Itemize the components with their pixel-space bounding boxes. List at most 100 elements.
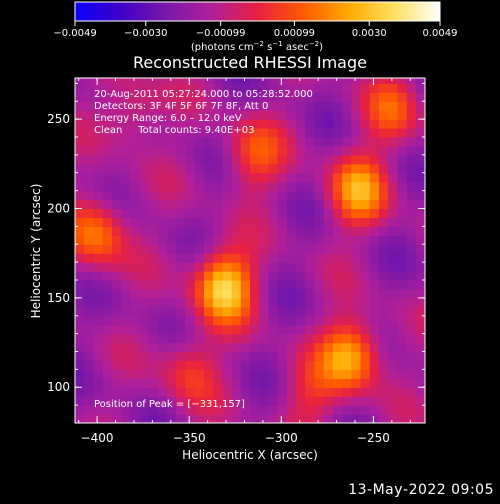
heatmap-cell [93, 405, 104, 415]
heatmap-cell [203, 163, 214, 174]
heatmap-cell [286, 253, 297, 263]
heatmap-cell [351, 172, 362, 183]
heatmap-cell [84, 235, 95, 245]
heatmap-cell [397, 235, 408, 245]
heatmap-cell [157, 333, 168, 344]
heatmap-cell [250, 333, 260, 344]
heatmap-cell [360, 208, 371, 219]
heatmap-cell [111, 145, 122, 156]
heatmap-cell [360, 324, 371, 335]
heatmap-cell [388, 128, 398, 138]
heatmap-cell [332, 226, 343, 236]
heatmap-cell [406, 78, 417, 84]
heatmap-cell [351, 145, 362, 156]
heatmap-cell [415, 128, 425, 138]
heatmap-cell [176, 351, 187, 362]
heatmap-cell [268, 262, 279, 272]
heatmap-cell [167, 387, 177, 397]
heatmap-cell [194, 92, 205, 102]
heatmap-cell [75, 315, 85, 326]
heatmap-cell [296, 172, 306, 183]
heatmap-cell [148, 235, 159, 245]
heatmap-cell [314, 315, 325, 326]
heatmap-cell [93, 342, 104, 353]
heatmap-cell [102, 163, 113, 174]
heatmap-cell [102, 101, 113, 111]
heatmap-cell [139, 387, 150, 397]
heatmap-cell [121, 333, 131, 344]
x-axis: −400 −350 −300 −250 [78, 78, 411, 445]
heatmap-cell [259, 145, 270, 156]
heatmap-cell [250, 244, 260, 254]
heatmap-cell [277, 306, 288, 317]
heatmap-cell [342, 342, 352, 353]
heatmap-cell [167, 253, 177, 263]
heatmap-cell [157, 369, 168, 379]
heatmap-cell [75, 136, 85, 147]
heatmap-cell [250, 351, 260, 362]
heatmap-cell [121, 306, 131, 317]
heatmap-cell [213, 83, 223, 93]
heatmap-cell [93, 172, 104, 183]
heatmap-cell [305, 163, 316, 174]
y-axis-label: Heliocentric Y (arcsec) [29, 184, 43, 319]
heatmap-cell [406, 181, 417, 192]
heatmap-cell [102, 333, 113, 344]
heatmap-cell [305, 145, 316, 156]
heatmap-cell [351, 78, 362, 84]
heatmap-cell [296, 199, 306, 210]
heatmap-cell [102, 172, 113, 183]
heatmap-cell [378, 297, 389, 308]
heatmap-cell [139, 154, 150, 165]
heatmap-cell [415, 217, 425, 227]
heatmap-cell [268, 414, 279, 423]
heatmap-cell [415, 262, 425, 272]
heatmap-cell [369, 360, 380, 370]
heatmap-cell [332, 78, 343, 84]
heatmap-cell [305, 271, 316, 281]
heatmap-cell [231, 208, 242, 219]
heatmap-cell [139, 83, 150, 93]
heatmap-cell [240, 369, 251, 379]
heatmap-cell [240, 351, 251, 362]
heatmap-cell [130, 342, 141, 353]
heatmap-cell [342, 145, 352, 156]
heatmap-cell [167, 199, 177, 210]
heatmap-cell [397, 396, 408, 406]
heatmap-cell [388, 154, 398, 165]
heatmap-cell [296, 208, 306, 219]
heatmap-cell [314, 92, 325, 102]
heatmap-cell [203, 101, 214, 111]
heatmap-cell [351, 217, 362, 227]
heatmap-cell [203, 172, 214, 183]
heatmap-cell [259, 101, 270, 111]
heatmap-cell [268, 145, 279, 156]
heatmap-cell [111, 235, 122, 245]
heatmap-cell [388, 279, 398, 290]
heatmap-cell [296, 190, 306, 201]
heatmap-cell [286, 262, 297, 272]
heatmap-cell [139, 226, 150, 236]
heatmap-cell [84, 244, 95, 254]
heatmap-cell [148, 253, 159, 263]
heatmap-cell [378, 288, 389, 299]
heatmap-cell [415, 306, 425, 317]
heatmap-cell [406, 92, 417, 102]
heatmap-cell [121, 181, 131, 192]
heatmap-cell [194, 110, 205, 120]
heatmap-cell [176, 333, 187, 344]
heatmap-cell [75, 414, 85, 423]
heatmap-cell [415, 360, 425, 370]
heatmap-cell [121, 414, 131, 423]
heatmap-cell [222, 288, 233, 299]
heatmap-cell [157, 279, 168, 290]
heatmap-cell [121, 172, 131, 183]
heatmap-cell [75, 360, 85, 370]
heatmap-cell [121, 360, 131, 370]
heatmap-cell [157, 208, 168, 219]
heatmap-cell [342, 279, 352, 290]
heatmap-cell [378, 217, 389, 227]
heatmap-cell [93, 110, 104, 120]
heatmap-cell [102, 262, 113, 272]
heatmap-cell [121, 297, 131, 308]
